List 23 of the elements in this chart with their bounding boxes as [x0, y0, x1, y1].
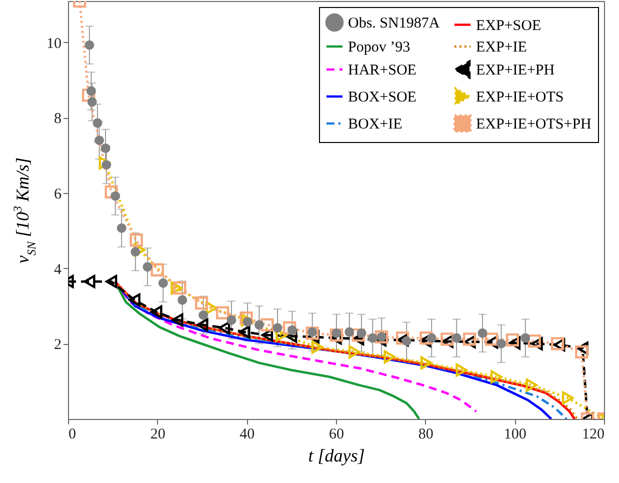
- legend-label: Popov ’93: [348, 40, 410, 56]
- y-tick-label: 4: [54, 262, 62, 278]
- x-tick-label: 60: [329, 426, 344, 442]
- x-tick-label: 0: [68, 426, 76, 442]
- x-tick-label: 120: [582, 426, 604, 442]
- legend-label: HAR+SOE: [348, 62, 416, 78]
- y-tick-label: 8: [54, 111, 62, 128]
- legend-label: EXP+SOE: [476, 18, 542, 34]
- legend-label: BOX+IE: [348, 116, 402, 132]
- x-tick-label: 80: [418, 426, 434, 442]
- x-tick-label: 100: [504, 426, 526, 442]
- x-tick-label: 20: [150, 426, 166, 442]
- legend-label: EXP+IE+OTS: [476, 90, 564, 106]
- y-tick-label: 2: [54, 337, 62, 354]
- y-tick-label: 6: [54, 186, 62, 203]
- legend-label: Obs. SN1987A: [348, 16, 440, 32]
- legend-label: BOX+SOE: [348, 90, 416, 106]
- x-tick-label: 40: [240, 426, 255, 442]
- legend-label: EXP+IE+PH: [476, 62, 555, 78]
- legend-label: EXP+IE: [476, 40, 527, 56]
- x-axis-title: t [days]: [308, 446, 365, 466]
- y-tick-label: 10: [46, 36, 62, 52]
- legend-label: EXP+IE+OTS+PH: [476, 116, 592, 132]
